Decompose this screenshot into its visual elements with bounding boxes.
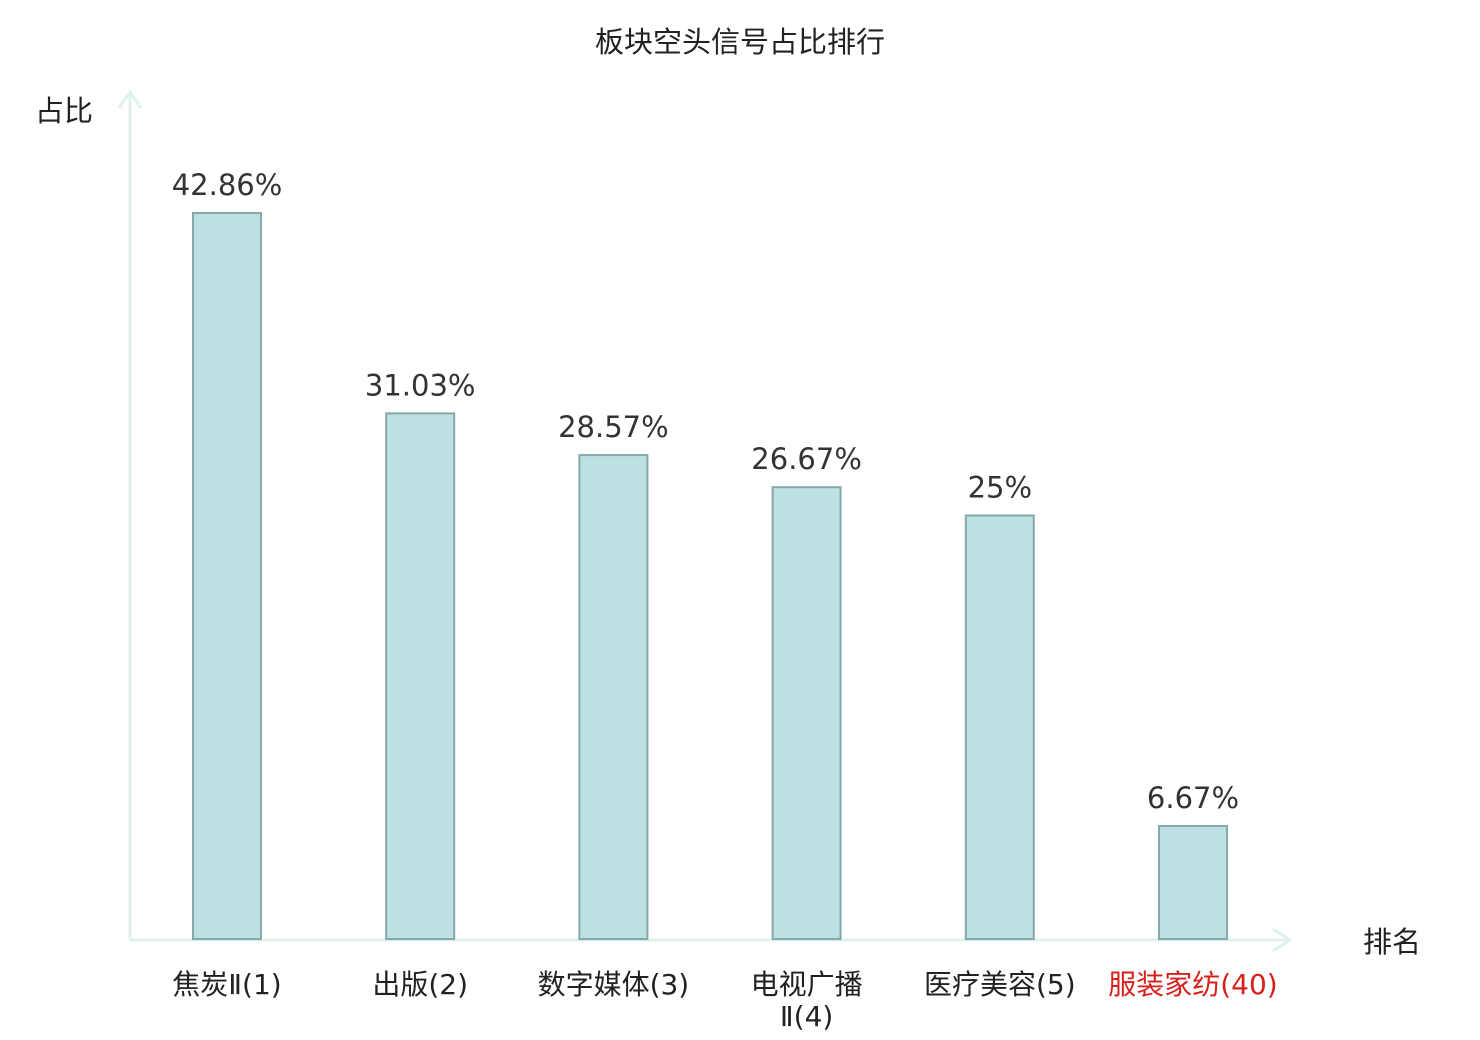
category-tick-labels: 焦炭Ⅱ(1) 出版(2) 数字媒体(3) 电视广播 Ⅱ(4) 医疗美容(5) 服装家纺(40… <box>172 968 1277 1033</box>
category-label-line: 焦炭Ⅱ(1) <box>172 968 281 1001</box>
bar <box>578 454 649 940</box>
bar <box>771 486 842 940</box>
bar <box>1158 825 1228 940</box>
category-label: 电视广播 Ⅱ(4) <box>751 968 863 1033</box>
bar-series <box>192 212 1228 940</box>
category-label-line: 服装家纺(40) <box>1108 968 1277 1001</box>
bar-value-label: 31.03% <box>365 368 476 402</box>
bar-value-label: 6.67% <box>1147 781 1239 815</box>
bar-value-label: 42.86% <box>172 168 283 202</box>
bar <box>385 412 456 940</box>
category-label: 数字媒体(3) <box>538 968 690 1001</box>
category-label: 出版(2) <box>372 968 468 1001</box>
chart-title: 板块空头信号占比排行 <box>595 25 885 59</box>
category-label: 医疗美容(5) <box>924 968 1076 1001</box>
bar <box>964 514 1035 940</box>
x-axis-label: 排名 <box>1363 925 1421 959</box>
category-label-line: Ⅱ(4) <box>780 1000 833 1033</box>
category-label-line: 数字媒体(3) <box>538 968 690 1001</box>
category-label: 焦炭Ⅱ(1) <box>172 968 281 1001</box>
category-label-line: 电视广播 <box>751 968 863 1001</box>
bar-value-label: 25% <box>968 471 1032 505</box>
x-axis-arrow <box>1272 927 1293 953</box>
y-axis-arrow <box>117 89 143 109</box>
category-label-line: 医疗美容(5) <box>924 968 1076 1001</box>
bar <box>192 212 262 940</box>
data-labels: 42.86% 31.03% 28.57% 26.67% 25% 6.67% <box>172 168 1239 815</box>
category-label: 服装家纺(40) <box>1108 968 1277 1001</box>
bar-value-label: 28.57% <box>558 410 669 444</box>
bar-value-label: 26.67% <box>751 442 862 476</box>
y-axis-label: 占比 <box>35 94 93 128</box>
category-label-line: 出版(2) <box>372 968 468 1001</box>
